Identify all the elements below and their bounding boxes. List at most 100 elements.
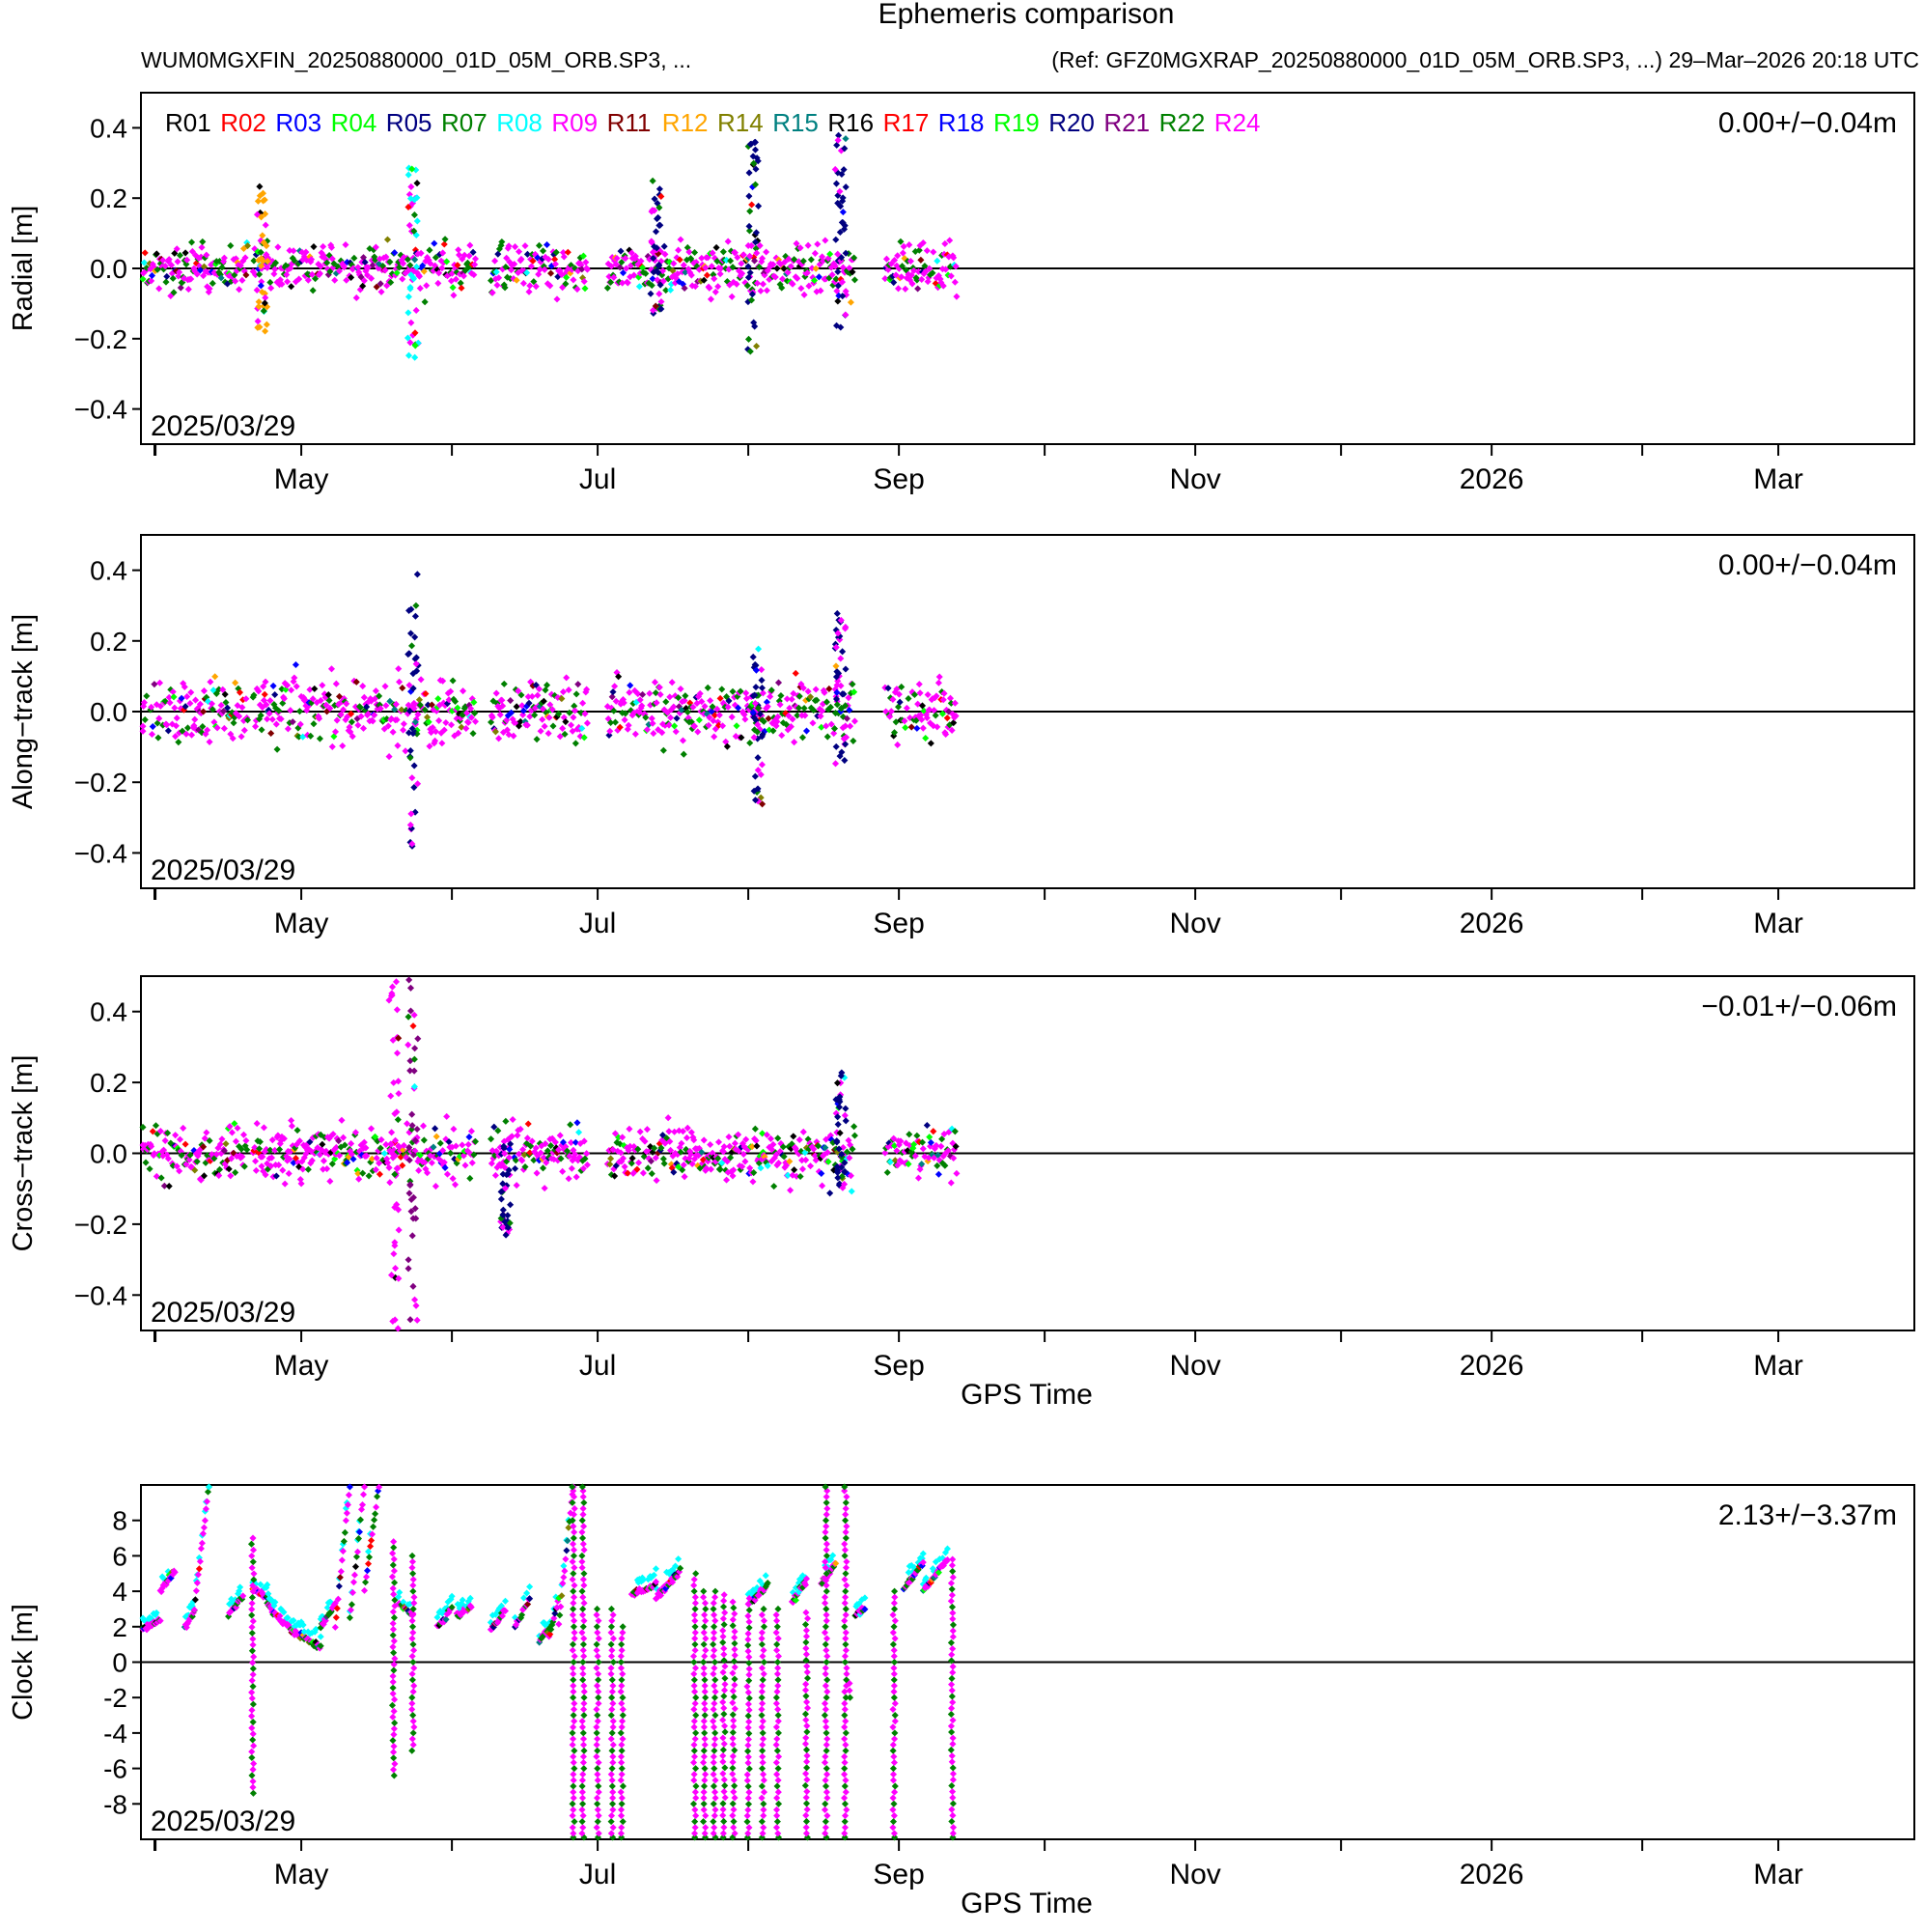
data-point — [900, 242, 907, 250]
data-point — [946, 237, 954, 244]
data-point — [917, 256, 925, 264]
data-point — [248, 1694, 256, 1702]
data-point — [747, 296, 756, 304]
data-point — [170, 693, 178, 701]
data-point — [842, 1611, 850, 1619]
data-point — [711, 1741, 718, 1749]
data-point — [393, 1050, 402, 1057]
data-point — [609, 1758, 617, 1767]
x-tick-label: Jul — [579, 463, 616, 495]
data-point — [760, 1658, 767, 1666]
data-point — [843, 1582, 850, 1589]
data-point — [387, 278, 395, 287]
data-point — [399, 685, 406, 692]
data-point — [719, 1633, 727, 1640]
data-point — [691, 1635, 699, 1642]
data-point — [432, 1183, 439, 1190]
x-tick-label: Jul — [579, 908, 616, 939]
data-point — [823, 1546, 830, 1554]
data-point — [839, 690, 847, 698]
data-point — [183, 256, 191, 264]
data-point — [745, 1665, 753, 1673]
data-point — [692, 1570, 700, 1578]
data-point — [751, 238, 760, 246]
data-point — [702, 1635, 710, 1642]
data-point — [327, 665, 336, 673]
data-point — [526, 282, 534, 290]
data-point — [383, 236, 392, 243]
data-point — [578, 1557, 586, 1566]
data-point — [710, 1782, 717, 1790]
data-point — [731, 1610, 739, 1617]
data-point — [730, 1824, 738, 1832]
data-point — [249, 1670, 257, 1678]
data-point — [559, 1167, 567, 1175]
data-point — [400, 720, 407, 728]
data-point — [744, 1735, 752, 1744]
data-point — [826, 250, 834, 258]
data-point — [264, 264, 271, 271]
data-point — [671, 722, 679, 730]
data-point — [249, 1683, 257, 1691]
data-point — [618, 1699, 626, 1707]
legend-entry-r07: R07 — [441, 108, 488, 137]
data-point — [404, 256, 411, 264]
data-point — [353, 1548, 362, 1555]
data-point — [790, 1133, 797, 1140]
data-point — [207, 678, 214, 686]
data-point — [731, 249, 739, 257]
data-point — [619, 1629, 627, 1637]
data-point — [749, 653, 757, 661]
data-point — [394, 1116, 402, 1124]
data-point — [662, 698, 670, 706]
data-point — [819, 1182, 826, 1190]
data-point — [744, 1689, 752, 1696]
data-point — [567, 1121, 574, 1129]
data-point — [365, 1172, 373, 1180]
data-point — [410, 762, 418, 770]
data-point — [803, 1663, 811, 1670]
data-point — [719, 1716, 727, 1724]
data-point — [372, 243, 379, 251]
data-point — [578, 1564, 586, 1572]
x-tick-label: Sep — [873, 1350, 924, 1382]
data-point — [556, 1132, 564, 1139]
data-point — [802, 1824, 810, 1832]
data-point — [690, 1723, 698, 1731]
data-point — [579, 1534, 587, 1542]
data-point — [881, 275, 889, 283]
data-point — [691, 1735, 699, 1743]
data-point — [390, 1666, 398, 1674]
data-point — [242, 1136, 250, 1144]
data-point — [821, 1593, 829, 1601]
data-point — [183, 724, 192, 732]
data-point — [763, 248, 770, 256]
data-point — [570, 1688, 577, 1695]
data-point — [348, 1139, 355, 1147]
data-point — [578, 1528, 586, 1536]
data-point — [579, 1640, 587, 1648]
data-point — [427, 260, 434, 267]
data-point — [619, 1623, 627, 1631]
data-point — [802, 1734, 810, 1742]
data-point — [711, 1794, 719, 1802]
data-point — [931, 707, 938, 714]
data-point — [609, 1824, 617, 1832]
data-point — [410, 275, 418, 283]
data-point — [391, 1719, 399, 1726]
data-point — [594, 1765, 601, 1773]
data-point — [949, 1824, 958, 1832]
data-point — [822, 1824, 829, 1832]
data-point — [389, 1690, 397, 1697]
data-point — [619, 1735, 627, 1743]
data-point — [721, 1663, 729, 1670]
data-point — [513, 703, 520, 711]
data-point — [710, 1670, 717, 1678]
data-point — [701, 1599, 710, 1607]
data-point — [249, 1778, 257, 1785]
data-point — [773, 1794, 781, 1802]
data-point — [578, 1806, 586, 1813]
data-point — [256, 270, 264, 278]
data-point — [691, 1788, 699, 1796]
data-point — [842, 1741, 850, 1749]
